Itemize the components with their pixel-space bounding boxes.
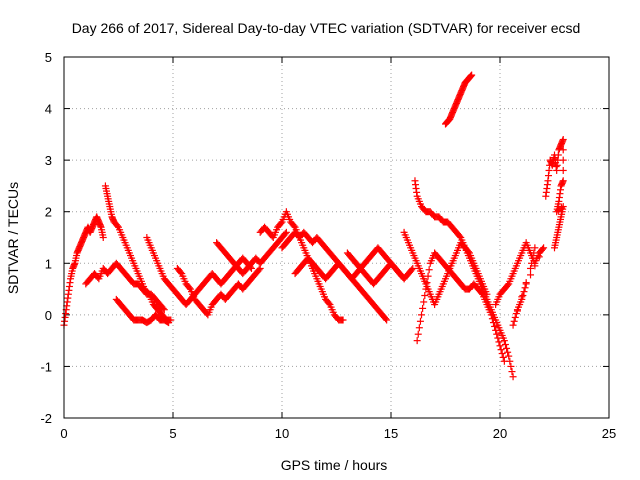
data-point — [498, 350, 506, 358]
data-point — [531, 244, 539, 252]
data-point — [500, 337, 508, 345]
data-point — [99, 234, 107, 241]
data-point — [164, 318, 172, 326]
data-point — [382, 315, 390, 323]
data-point — [290, 222, 298, 230]
data-point — [509, 321, 517, 329]
data-point — [527, 264, 535, 272]
data-point — [492, 326, 500, 334]
data-point — [464, 248, 472, 256]
data-point — [468, 71, 476, 79]
data-point — [539, 245, 547, 253]
data-point — [165, 319, 173, 327]
data-point — [495, 338, 503, 346]
data-point — [491, 322, 499, 330]
x-tick-label: 0 — [60, 426, 67, 441]
data-point — [510, 317, 518, 325]
data-point — [160, 306, 168, 314]
data-point — [409, 264, 417, 272]
data-point — [493, 330, 501, 338]
data-point — [527, 271, 535, 279]
data-point — [494, 334, 502, 342]
data-point — [518, 293, 526, 301]
data-point — [559, 136, 567, 144]
data-point — [513, 307, 521, 315]
y-tick-label: 2 — [45, 205, 52, 220]
data-point — [521, 284, 529, 292]
data-point — [496, 342, 504, 350]
data-point — [420, 298, 428, 306]
data-point — [421, 292, 429, 300]
x-tick-label: 10 — [275, 426, 289, 441]
data-point — [559, 146, 567, 154]
data-point — [281, 230, 289, 238]
data-point — [419, 304, 427, 312]
data-point — [500, 357, 508, 365]
plot-frame — [63, 56, 610, 419]
data-point — [416, 317, 424, 325]
data-point — [414, 330, 422, 338]
chart-title: Day 266 of 2017, Sidereal Day-to-day VTE… — [72, 20, 581, 36]
data-point — [113, 222, 121, 230]
data-point — [551, 244, 558, 252]
data-point — [413, 337, 421, 345]
y-tick-label: -1 — [40, 359, 52, 374]
data-point — [511, 313, 519, 321]
data-point — [325, 299, 333, 307]
data-point — [520, 288, 528, 296]
y-tick-label: 4 — [45, 102, 52, 117]
data-point — [505, 352, 513, 360]
data-point — [408, 266, 416, 274]
data-point — [508, 368, 516, 376]
data-point — [519, 292, 527, 300]
x-axis-label: GPS time / hours — [281, 457, 388, 473]
y-tick-label: 0 — [45, 308, 52, 323]
y-tick-label: 3 — [45, 153, 52, 168]
data-point — [159, 304, 167, 312]
data-point — [530, 249, 538, 257]
y-tick-label: -2 — [40, 411, 52, 426]
data-point — [487, 311, 495, 319]
data-point — [425, 266, 433, 274]
data-point — [501, 341, 509, 349]
data-point — [503, 344, 511, 352]
data-point — [177, 268, 185, 276]
data-point — [497, 346, 505, 354]
data-point — [488, 315, 496, 323]
x-tick-label: 25 — [602, 426, 616, 441]
x-tick-label: 20 — [493, 426, 507, 441]
data-points — [60, 71, 567, 381]
y-tick-label: 1 — [45, 256, 52, 271]
data-point — [529, 254, 537, 262]
x-tick-label: 15 — [384, 426, 398, 441]
data-point — [483, 290, 491, 298]
data-point — [339, 316, 347, 324]
data-point — [540, 244, 548, 252]
data-point — [489, 319, 497, 327]
data-point — [522, 279, 530, 287]
data-point — [528, 259, 536, 267]
data-point — [383, 316, 391, 324]
data-point — [509, 373, 517, 381]
data-point — [255, 266, 263, 274]
data-point — [415, 324, 423, 332]
data-point — [277, 219, 285, 227]
y-axis-label: SDTVAR / TECUs — [5, 182, 21, 294]
data-point — [507, 362, 515, 370]
data-point — [456, 232, 464, 240]
data-point — [535, 253, 543, 261]
data-point — [504, 281, 512, 289]
data-point — [477, 289, 485, 297]
data-point — [418, 311, 426, 319]
data-point — [185, 284, 193, 292]
data-point — [559, 156, 567, 164]
data-point — [499, 353, 507, 361]
data-point — [559, 166, 567, 174]
data-point — [282, 228, 290, 236]
y-tick-label: 5 — [45, 50, 52, 65]
x-tick-label: 5 — [169, 426, 176, 441]
data-point — [504, 348, 512, 356]
